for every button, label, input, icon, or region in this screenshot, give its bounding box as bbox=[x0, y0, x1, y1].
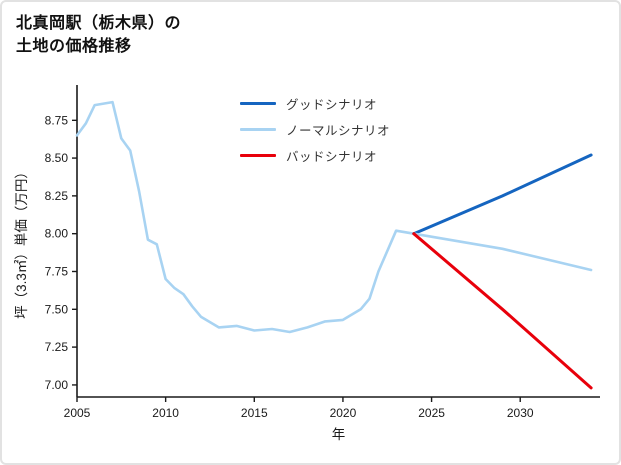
good-scenario-swatch bbox=[240, 101, 276, 105]
chart-legend: グッドシナリオ ノーマルシナリオ バッドシナリオ bbox=[240, 94, 390, 164]
y-axis-label: 坪（3.3㎡）単価（万円） bbox=[14, 165, 29, 319]
y-tick-label: 8.00 bbox=[45, 227, 69, 241]
y-tick-label: 8.25 bbox=[45, 189, 69, 203]
legend-item-normal: ノーマルシナリオ bbox=[240, 120, 390, 138]
y-tick-label: 8.50 bbox=[45, 151, 69, 165]
legend-label-good: グッドシナリオ bbox=[286, 97, 378, 112]
x-axis-label: 年 bbox=[332, 427, 346, 442]
x-tick-label: 2030 bbox=[507, 406, 534, 420]
y-tick-label: 7.25 bbox=[45, 340, 69, 354]
legend-item-bad: バッドシナリオ bbox=[240, 146, 390, 164]
page-title-line1: 北真岡駅（栃木県）の bbox=[16, 15, 182, 32]
bad-scenario-swatch bbox=[240, 153, 276, 157]
x-tick-label: 2020 bbox=[330, 406, 357, 420]
legend-label-bad: バッドシナリオ bbox=[286, 149, 378, 164]
series-good-scenario-line bbox=[412, 153, 593, 236]
series-historical-line bbox=[75, 100, 416, 334]
x-tick-label: 2010 bbox=[152, 406, 179, 420]
series-normal-scenario-line bbox=[412, 232, 593, 272]
x-tick-label: 2005 bbox=[64, 406, 91, 420]
x-tick-label: 2015 bbox=[241, 406, 268, 420]
page-title: 北真岡駅（栃木県）の 土地の価格推移 bbox=[16, 12, 181, 58]
series-bad-scenario-line bbox=[412, 232, 593, 390]
normal-scenario-swatch bbox=[240, 127, 276, 131]
y-tick-label: 7.50 bbox=[45, 302, 69, 316]
legend-item-good: グッドシナリオ bbox=[240, 94, 390, 112]
y-tick-label: 7.00 bbox=[45, 378, 69, 392]
legend-label-normal: ノーマルシナリオ bbox=[286, 123, 391, 138]
x-tick-label: 2025 bbox=[418, 406, 445, 420]
y-tick-label: 8.75 bbox=[45, 113, 69, 127]
page-title-line2: 土地の価格推移 bbox=[16, 38, 132, 56]
y-tick-label: 7.75 bbox=[45, 264, 69, 278]
